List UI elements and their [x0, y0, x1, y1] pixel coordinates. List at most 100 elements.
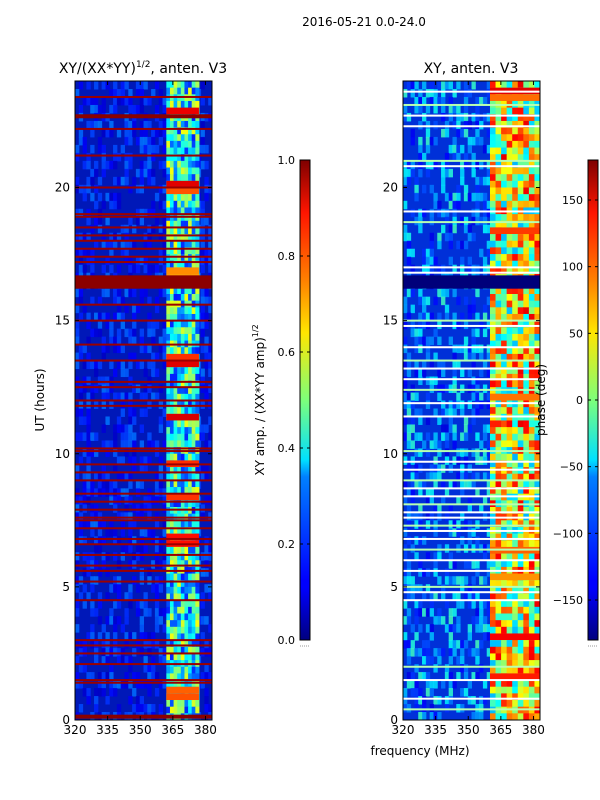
right-hot-cell	[495, 480, 502, 488]
right-hot-cell	[523, 300, 530, 308]
left-heatmap-cell	[82, 600, 87, 609]
right-heatmap-cell	[479, 504, 484, 513]
left-heatmap-cell	[162, 168, 167, 178]
right-hot-cell	[501, 120, 508, 129]
left-heatmap-cell	[139, 288, 144, 298]
left-heatmap-cell	[113, 104, 118, 114]
right-hot-cell	[501, 267, 508, 275]
right-heatmap-cell	[463, 160, 469, 170]
right-hot-cell	[523, 373, 530, 382]
right-heatmap-cell	[475, 136, 480, 146]
left-heatmap-cell	[124, 488, 129, 497]
right-hot-cell	[501, 234, 508, 242]
left-heatmap-cell	[154, 640, 160, 649]
right-heatmap-cell	[422, 656, 427, 665]
right-heatmap-cell	[425, 640, 431, 649]
right-heatmap-cell	[471, 472, 476, 481]
right-heatmap-cell	[452, 344, 457, 354]
left-heatmap-cell	[86, 160, 91, 170]
right-heatmap-cell	[452, 480, 457, 489]
left-heatmap-cell	[82, 584, 87, 593]
left-heatmap-cell	[132, 320, 137, 330]
left-heatmap-cell	[158, 456, 164, 465]
right-heatmap-cell	[448, 648, 453, 657]
left-heatmap-cell	[113, 288, 118, 298]
left-hot-cell	[184, 586, 189, 595]
right-hot-cell	[534, 666, 540, 674]
left-heatmap-cell	[113, 616, 118, 625]
left-heatmap-cell	[135, 88, 141, 98]
left-heatmap-cell	[113, 648, 118, 657]
left-heatmap-cell	[135, 480, 141, 489]
left-heatmap-cell	[101, 240, 106, 250]
left-heatmap-cell	[82, 520, 87, 529]
right-hot-cell	[528, 127, 535, 135]
left-hot-cell	[195, 147, 200, 155]
right-hot-cell	[501, 620, 508, 628]
right-hot-cell	[489, 600, 497, 608]
left-hot-cell	[177, 154, 182, 162]
right-heatmap-cell	[425, 672, 431, 681]
right-hot-cell	[495, 320, 502, 328]
right-heatmap-cell	[486, 600, 492, 609]
left-heatmap-cell	[200, 248, 205, 258]
left-hot-cell	[188, 520, 193, 528]
left-hot-cell	[180, 586, 185, 595]
left-flagged-rows	[75, 95, 212, 719]
left-heatmap-cell	[200, 264, 205, 274]
right-hot-cell	[506, 640, 513, 648]
left-hot-cell	[188, 220, 193, 228]
right-heatmap-cell	[482, 256, 488, 266]
right-heatmap-cell	[414, 176, 419, 186]
right-heatmap-cell	[475, 640, 480, 649]
left-heatmap-cell	[116, 232, 122, 242]
right-heatmap-cell	[406, 672, 412, 681]
right-heatmap-cell	[456, 360, 461, 370]
left-heatmap-cell	[143, 664, 148, 673]
right-hot-cell	[506, 194, 513, 202]
right-heatmap-cell	[403, 704, 408, 713]
left-heatmap-cell	[82, 664, 87, 673]
right-hot-cell	[528, 586, 535, 595]
right-heatmap-cell	[414, 184, 419, 194]
left-heatmap-cell	[78, 384, 84, 394]
right-hot-cell	[523, 260, 530, 268]
left-hot-cell	[195, 227, 200, 235]
left-heatmap-cell	[128, 136, 133, 146]
right-heatmap-cell	[486, 144, 492, 154]
right-heatmap-cell	[479, 664, 484, 673]
left-heatmap-cell	[82, 480, 87, 489]
right-hot-cell	[517, 127, 524, 135]
left-heatmap-cell	[139, 568, 144, 577]
left-heatmap-cell	[113, 344, 118, 354]
left-heatmap-cell	[116, 176, 122, 186]
left-heatmap-cell	[90, 120, 95, 130]
left-flagged-row	[75, 652, 212, 655]
left-flagged-row	[75, 492, 212, 495]
right-hot-cell	[512, 200, 519, 208]
left-hot-cell	[191, 526, 196, 535]
left-heatmap-cell	[208, 704, 212, 713]
left-hot-cell	[169, 367, 175, 375]
left-hot-cell	[177, 580, 182, 588]
left-heatmap-cell	[82, 144, 87, 154]
right-heatmap-cell	[475, 104, 480, 114]
left-heatmap-cell	[128, 696, 133, 705]
left-heatmap-cell	[208, 224, 212, 234]
left-colorbar-tick-label: 0.6	[278, 346, 296, 359]
right-heatmap-cell	[486, 352, 492, 362]
right-stripe-row	[403, 346, 540, 349]
left-heatmap-cell	[124, 640, 129, 649]
left-heatmap-cell	[128, 664, 133, 673]
right-heatmap-cell	[433, 480, 438, 489]
right-heatmap-cell	[452, 424, 457, 433]
right-heatmap-cell	[444, 152, 450, 162]
right-hot-cell	[523, 460, 530, 468]
left-hot-cell	[169, 207, 175, 215]
left-heatmap-cell	[135, 512, 141, 521]
right-hot-cell	[495, 453, 502, 461]
right-hot-cell	[512, 127, 519, 135]
left-hot-cell	[169, 347, 175, 355]
left-heatmap-cell	[105, 552, 110, 561]
